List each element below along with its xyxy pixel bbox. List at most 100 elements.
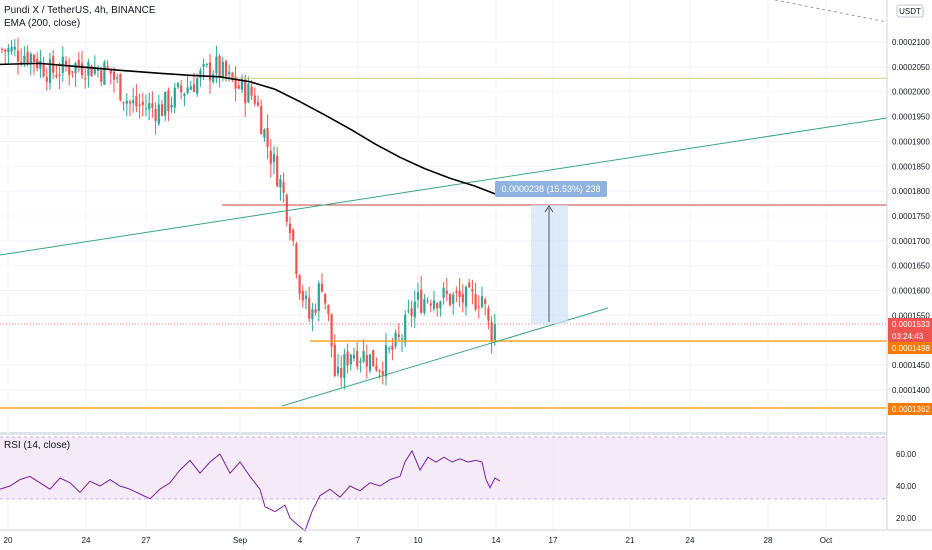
candle-body bbox=[356, 350, 359, 367]
rsi-panel bbox=[0, 436, 887, 532]
candle-body bbox=[173, 87, 176, 108]
candle-body bbox=[426, 300, 429, 302]
candle-body bbox=[32, 55, 36, 63]
candle-body bbox=[365, 355, 368, 367]
candle-body bbox=[317, 283, 320, 312]
candle-body bbox=[237, 85, 240, 89]
candle-body bbox=[39, 60, 42, 69]
candle-body bbox=[58, 74, 61, 76]
candle-body bbox=[282, 182, 285, 193]
candle-body bbox=[343, 353, 346, 379]
candle-body bbox=[202, 64, 205, 67]
candle-body bbox=[276, 155, 279, 187]
candle-body bbox=[372, 350, 375, 367]
candle-body bbox=[93, 67, 96, 74]
candle-body bbox=[74, 63, 77, 74]
candle-body bbox=[135, 96, 138, 107]
candle-body bbox=[308, 297, 311, 319]
candle-body bbox=[45, 77, 48, 82]
candle-body bbox=[160, 104, 164, 116]
currency-label: USDT bbox=[899, 7, 921, 16]
candle-body bbox=[128, 101, 132, 104]
candle-body bbox=[397, 334, 400, 337]
candle-body bbox=[4, 49, 7, 52]
rsi-band bbox=[0, 437, 887, 499]
price-tick-label: 0.0001600 bbox=[892, 287, 930, 296]
price-tick-label: 0.0001750 bbox=[892, 212, 930, 221]
candle-body bbox=[103, 62, 106, 85]
time-tick-label: 27 bbox=[142, 536, 151, 545]
candle-body bbox=[288, 223, 292, 234]
price-tick-label: 0.0001700 bbox=[892, 237, 930, 246]
candle-body bbox=[461, 293, 464, 303]
candle-body bbox=[144, 108, 148, 110]
candle-body bbox=[349, 354, 352, 365]
candle-body bbox=[256, 102, 260, 106]
time-tick-label: 20 bbox=[4, 536, 13, 545]
support-low-tag-bg bbox=[888, 403, 932, 415]
candle-body bbox=[224, 61, 228, 77]
price-tick-label: 0.0001400 bbox=[892, 386, 930, 395]
candle-body bbox=[26, 51, 29, 64]
rsi-line bbox=[0, 449, 501, 532]
candle-body bbox=[436, 303, 439, 309]
candle-body bbox=[346, 351, 349, 366]
candle-body bbox=[64, 60, 68, 67]
candle-body bbox=[20, 61, 23, 64]
candle-body bbox=[231, 72, 234, 81]
candle-body bbox=[71, 71, 74, 73]
candle-body bbox=[352, 354, 356, 359]
currency-box bbox=[896, 4, 924, 18]
candle-body bbox=[327, 304, 330, 315]
candle-body bbox=[148, 103, 151, 110]
candle-body bbox=[320, 283, 324, 292]
candle-body bbox=[445, 290, 448, 294]
candle-body bbox=[432, 300, 436, 309]
candle-body bbox=[452, 294, 455, 304]
time-tick-label: 24 bbox=[686, 536, 695, 545]
candle-body bbox=[192, 84, 196, 92]
candle-body bbox=[455, 291, 458, 293]
candle-body bbox=[260, 105, 263, 135]
candle-body bbox=[48, 59, 52, 84]
candle-body bbox=[106, 65, 109, 68]
candle-body bbox=[234, 76, 237, 89]
candle-body bbox=[205, 64, 208, 66]
candle-body bbox=[381, 371, 384, 375]
candle-body bbox=[407, 310, 410, 312]
candle-body bbox=[151, 103, 154, 108]
candle-body bbox=[468, 282, 471, 288]
time-tick-label: Sep bbox=[233, 536, 248, 545]
candle-body bbox=[0, 48, 4, 50]
measure-arrow-head bbox=[544, 205, 554, 213]
time-tick-label: 28 bbox=[764, 536, 773, 545]
candle-body bbox=[442, 287, 445, 298]
candle-body bbox=[170, 104, 173, 108]
candle-body bbox=[413, 301, 416, 318]
candle-body bbox=[208, 62, 212, 81]
price-tick-label: 0.0001800 bbox=[892, 187, 930, 196]
candle-body bbox=[410, 308, 413, 316]
candle-body bbox=[138, 104, 141, 106]
candle-body bbox=[484, 299, 487, 304]
price-tick-label: 0.0002100 bbox=[892, 38, 930, 47]
measure-box bbox=[531, 205, 568, 324]
price-tick-label: 0.0001450 bbox=[892, 361, 930, 370]
candle-body bbox=[42, 62, 45, 77]
candle-body bbox=[240, 78, 244, 90]
candle-body bbox=[100, 70, 103, 82]
candle-body bbox=[423, 299, 426, 314]
candle-body bbox=[269, 150, 272, 164]
candle-body bbox=[199, 70, 202, 79]
candle-body bbox=[471, 288, 474, 292]
candle-body bbox=[189, 86, 192, 90]
candle-body bbox=[29, 53, 32, 65]
candle-body bbox=[80, 63, 84, 76]
trend-line-upper bbox=[0, 117, 888, 256]
candle-body bbox=[477, 306, 480, 308]
candle-body bbox=[23, 55, 26, 64]
candle-body bbox=[109, 68, 112, 74]
candle-body bbox=[250, 86, 253, 96]
candle-body bbox=[474, 293, 477, 310]
